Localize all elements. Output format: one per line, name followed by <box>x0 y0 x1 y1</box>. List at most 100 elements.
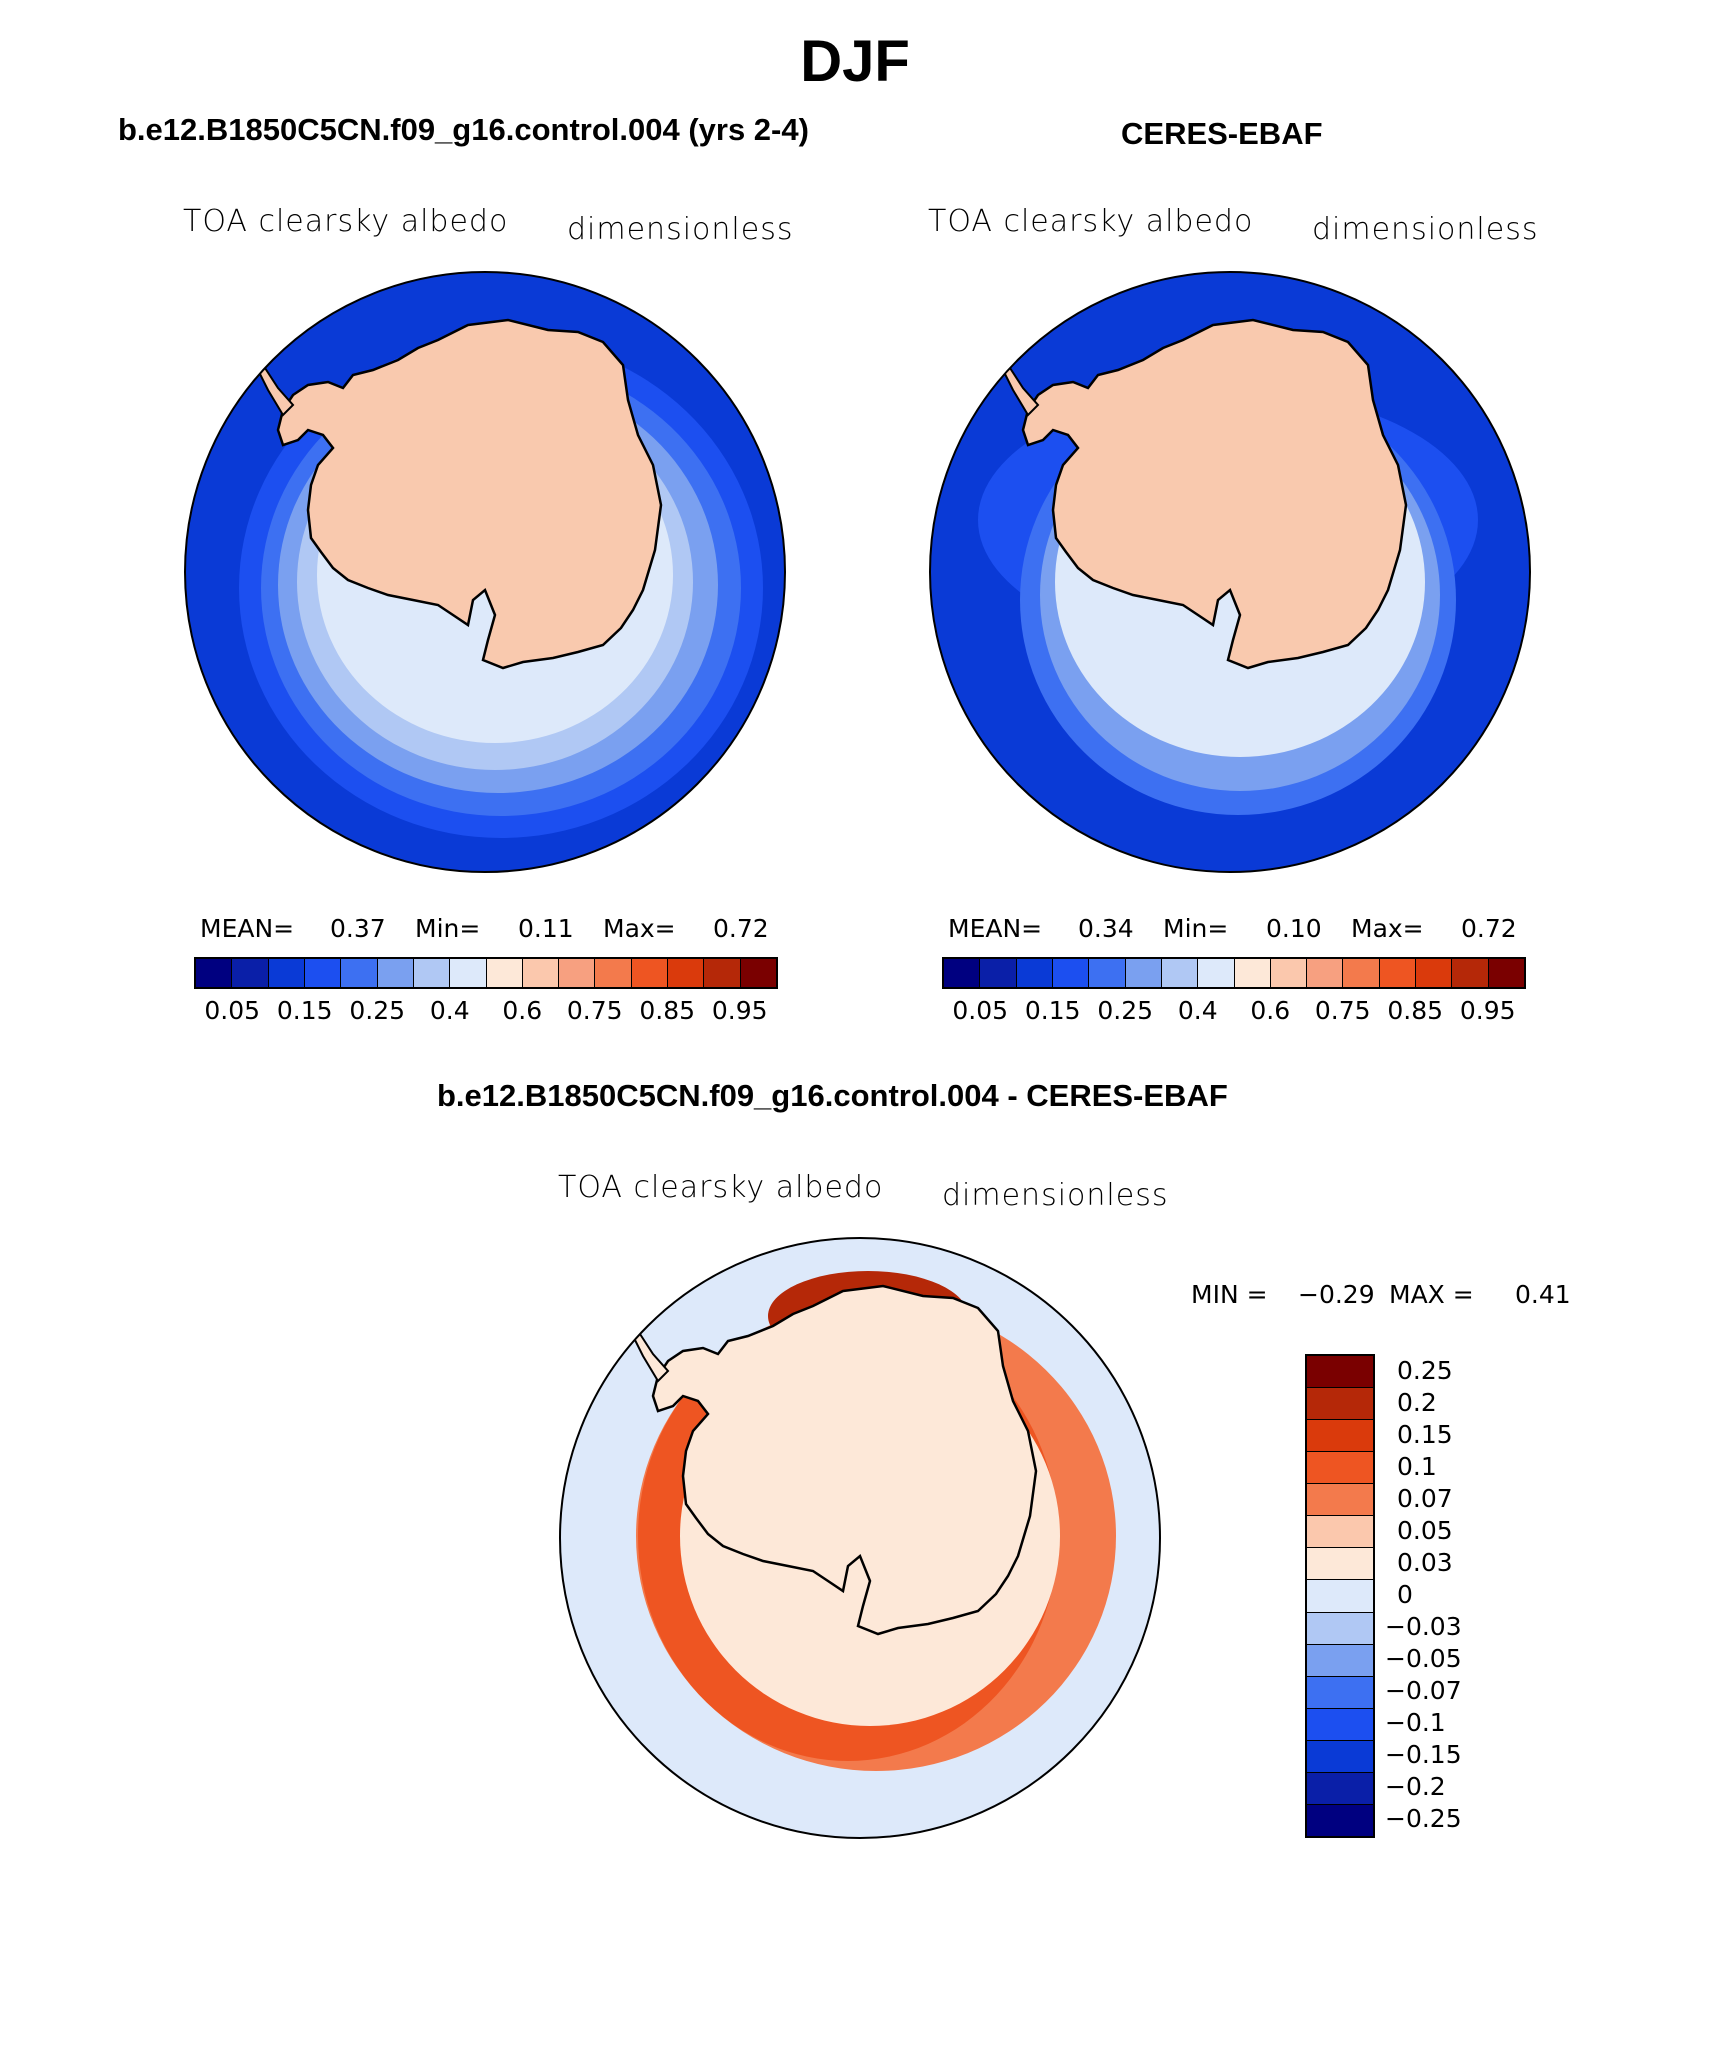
colorbar-swatch <box>1125 959 1162 987</box>
diff-max-label: MAX = <box>1389 1280 1474 1309</box>
diff-units-label: dimensionless <box>942 1178 1169 1213</box>
antarctica-landmass <box>651 1284 1038 1636</box>
antarctica-landmass <box>1021 318 1408 670</box>
colorbar-swatch <box>1452 959 1489 987</box>
colorbar-tick-label: 0.15 <box>1397 1420 1453 1449</box>
diff-panel-title: b.e12.B1850C5CN.f09_g16.control.004 - CE… <box>437 1078 1228 1113</box>
colorbar-tick-label: 0.05 <box>1397 1516 1453 1545</box>
colorbar-tick-label: 0.25 <box>1097 996 1154 1025</box>
colorbar-swatch <box>450 959 487 987</box>
colorbar-tick-label: 0.85 <box>1387 996 1444 1025</box>
model-max-value: 0.72 <box>713 914 769 943</box>
colorbar-swatch <box>1089 959 1126 987</box>
colorbar-tick-label: 0.6 <box>1250 996 1291 1025</box>
obs-mean-label: MEAN= <box>948 914 1043 943</box>
antarctica-landmass <box>276 318 663 670</box>
colorbar-swatch <box>304 959 342 987</box>
colorbar-swatch <box>1161 959 1199 987</box>
obs-min-label: Min= <box>1163 914 1229 943</box>
colorbar-swatch <box>1416 959 1453 987</box>
model-min-label: Min= <box>415 914 481 943</box>
colorbar-tick-label: 0.2 <box>1397 1388 1437 1417</box>
figure-title: DJF <box>800 29 910 94</box>
colorbar-swatch <box>559 959 596 987</box>
colorbar-swatch <box>1307 1356 1373 1389</box>
diff-colorbar <box>1305 1354 1375 1838</box>
colorbar-tick-label: 0.4 <box>429 996 470 1025</box>
diff-max-value: 0.41 <box>1515 1280 1571 1309</box>
colorbar-swatch <box>1307 1388 1373 1421</box>
colorbar-tick-label: 0.75 <box>566 996 623 1025</box>
colorbar-swatch <box>1307 1804 1373 1836</box>
colorbar-swatch <box>1016 959 1053 987</box>
diff-min-value: −0.29 <box>1298 1280 1375 1309</box>
colorbar-swatch <box>1488 959 1524 987</box>
obs-panel-title: CERES-EBAF <box>1121 116 1323 151</box>
colorbar-swatch <box>1307 1612 1373 1645</box>
colorbar-tick-label: −0.03 <box>1385 1612 1462 1641</box>
colorbar-tick-label: 0.95 <box>1459 996 1516 1025</box>
model-map <box>184 271 786 873</box>
colorbar-swatch <box>1307 1548 1373 1581</box>
colorbar-tick-label: 0.05 <box>204 996 261 1025</box>
colorbar-tick-label: −0.15 <box>1385 1740 1462 1769</box>
colorbar-swatch <box>377 959 414 987</box>
model-mean-label: MEAN= <box>200 914 295 943</box>
colorbar-swatch <box>268 959 305 987</box>
colorbar-tick-label: 0.03 <box>1397 1548 1453 1577</box>
obs-max-value: 0.72 <box>1461 914 1517 943</box>
colorbar-tick-label: −0.2 <box>1385 1772 1446 1801</box>
colorbar-swatch <box>1379 959 1417 987</box>
colorbar-tick-label: 0.85 <box>639 996 696 1025</box>
model-min-value: 0.11 <box>518 914 574 943</box>
obs-variable-label: TOA clearsky albedo <box>928 204 1254 239</box>
colorbar-tick-label: 0.95 <box>711 996 768 1025</box>
obs-mean-value: 0.34 <box>1078 914 1134 943</box>
model-colorbar <box>194 957 778 989</box>
colorbar-tick-label: 0.75 <box>1314 996 1371 1025</box>
diff-min-label: MIN = <box>1191 1280 1268 1309</box>
colorbar-swatch <box>1307 1420 1373 1453</box>
colorbar-swatch <box>1307 1772 1373 1805</box>
model-panel-title: b.e12.B1850C5CN.f09_g16.control.004 (yrs… <box>118 112 809 147</box>
difference-map <box>559 1237 1161 1839</box>
colorbar-swatch <box>1307 1644 1373 1677</box>
obs-map <box>929 271 1531 873</box>
colorbar-swatch <box>1343 959 1380 987</box>
colorbar-tick-label: 0.05 <box>952 996 1009 1025</box>
colorbar-tick-label: 0.6 <box>502 996 543 1025</box>
obs-units-label: dimensionless <box>1312 212 1539 247</box>
colorbar-swatch <box>704 959 741 987</box>
colorbar-swatch <box>740 959 776 987</box>
colorbar-tick-label: 0.15 <box>1024 996 1081 1025</box>
model-variable-label: TOA clearsky albedo <box>183 204 509 239</box>
colorbar-swatch <box>1307 1676 1373 1709</box>
colorbar-tick-label: 0 <box>1397 1580 1413 1609</box>
colorbar-swatch <box>668 959 705 987</box>
colorbar-swatch <box>522 959 560 987</box>
diff-variable-label: TOA clearsky albedo <box>558 1170 884 1205</box>
obs-colorbar <box>942 957 1526 989</box>
obs-max-label: Max= <box>1351 914 1424 943</box>
colorbar-tick-label: −0.07 <box>1385 1676 1462 1705</box>
colorbar-tick-label: 0.4 <box>1177 996 1218 1025</box>
colorbar-swatch <box>196 959 233 987</box>
colorbar-swatch <box>486 959 523 987</box>
obs-min-value: 0.10 <box>1266 914 1322 943</box>
colorbar-swatch <box>1198 959 1235 987</box>
colorbar-swatch <box>1307 1452 1373 1485</box>
colorbar-tick-label: 0.25 <box>349 996 406 1025</box>
colorbar-tick-label: 0.07 <box>1397 1484 1453 1513</box>
colorbar-swatch <box>1307 1580 1373 1613</box>
colorbar-swatch <box>1307 1516 1373 1549</box>
colorbar-swatch <box>595 959 632 987</box>
colorbar-tick-label: −0.1 <box>1385 1708 1446 1737</box>
colorbar-tick-label: 0.1 <box>1397 1452 1437 1481</box>
colorbar-swatch <box>631 959 669 987</box>
colorbar-swatch <box>1307 959 1344 987</box>
colorbar-swatch <box>341 959 378 987</box>
colorbar-swatch <box>232 959 269 987</box>
colorbar-tick-label: −0.05 <box>1385 1644 1462 1673</box>
model-mean-value: 0.37 <box>330 914 386 943</box>
colorbar-swatch <box>1307 1484 1373 1517</box>
